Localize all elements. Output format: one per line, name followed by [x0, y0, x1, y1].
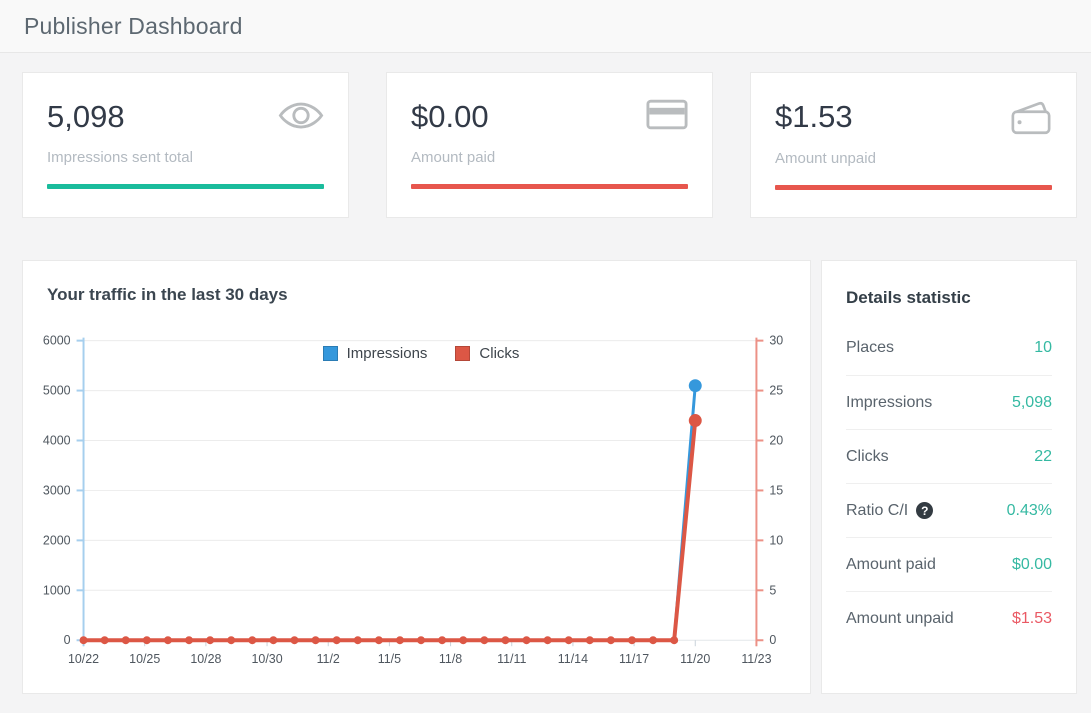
- legend-item-impressions[interactable]: Impressions: [322, 345, 428, 362]
- amount-unpaid-value: $1.53: [775, 99, 853, 134]
- amount-unpaid-row-value: $1.53: [1011, 609, 1052, 627]
- page-title: Publisher Dashboard: [24, 12, 243, 39]
- svg-text:15: 15: [769, 483, 783, 497]
- svg-text:1000: 1000: [43, 583, 71, 597]
- amount-paid-row-label: Amount paid: [846, 555, 936, 573]
- amount-unpaid-label: Amount unpaid: [775, 150, 876, 167]
- svg-text:10: 10: [769, 533, 783, 547]
- wallet-icon: [1010, 99, 1052, 136]
- svg-text:5000: 5000: [43, 384, 71, 398]
- credit-card-icon: [646, 99, 688, 130]
- amount-paid-label: Amount paid: [411, 149, 496, 166]
- svg-text:11/14: 11/14: [558, 652, 588, 666]
- svg-text:25: 25: [769, 384, 783, 398]
- detail-row-impressions: Impressions 5,098: [846, 375, 1052, 429]
- legend-item-clicks[interactable]: Clicks: [455, 345, 519, 362]
- svg-text:0: 0: [769, 633, 776, 647]
- impressions-accent-bar: [47, 184, 324, 189]
- impressions-row-label: Impressions: [846, 393, 933, 411]
- ratio-label-text: Ratio C/I: [846, 501, 909, 519]
- detail-row-places: Places 10: [846, 321, 1052, 375]
- svg-text:11/23: 11/23: [741, 652, 771, 666]
- impressions-row-value: 5,098: [1011, 393, 1052, 411]
- stat-cards-row: 5,098 Impressions sent total $0.00 Amoun…: [22, 72, 1077, 218]
- detail-row-amount-unpaid: Amount unpaid $1.53: [846, 591, 1052, 645]
- svg-text:20: 20: [769, 433, 783, 447]
- svg-text:4000: 4000: [43, 433, 71, 447]
- main-content-row: 10/22 10/25 10/28 10/30 11/2 11/5 11/8 11/11 11/…: [22, 260, 1077, 694]
- svg-text:10/30: 10/30: [251, 652, 282, 666]
- stat-card-amount-paid: $0.00 Amount paid: [386, 72, 713, 218]
- detail-row-clicks: Clicks 22: [846, 429, 1052, 483]
- detail-row-ratio: Ratio C/I ? 0.43%: [846, 483, 1052, 537]
- svg-text:10/22: 10/22: [68, 652, 99, 666]
- details-title: Details statistic: [846, 288, 971, 307]
- ratio-value: 0.43%: [1006, 501, 1052, 519]
- amount-unpaid-row-label: Amount unpaid: [846, 609, 954, 627]
- svg-text:11/2: 11/2: [317, 652, 340, 666]
- details-statistic-panel: Details statistic Places 10 Impressions …: [821, 260, 1077, 694]
- detail-row-amount-paid: Amount paid $0.00: [846, 537, 1052, 591]
- svg-text:11/17: 11/17: [619, 652, 649, 666]
- traffic-chart-card: 10/22 10/25 10/28 10/30 11/2 11/5 11/8 11/11 11/…: [22, 260, 811, 694]
- svg-text:5: 5: [769, 583, 776, 597]
- amount-paid-row-value: $0.00: [1011, 555, 1052, 573]
- impressions-swatch-icon: [322, 346, 338, 361]
- amount-paid-accent-bar: [411, 184, 688, 189]
- ratio-label: Ratio C/I ?: [846, 501, 934, 520]
- legend-impressions-label: Impressions: [346, 345, 428, 362]
- svg-text:11/5: 11/5: [378, 652, 401, 666]
- svg-text:11/11: 11/11: [497, 652, 526, 666]
- svg-text:10/28: 10/28: [190, 652, 221, 666]
- eye-icon: [278, 99, 324, 132]
- chart-legend: Impressions Clicks: [83, 345, 759, 362]
- traffic-line-chart: 10/22 10/25 10/28 10/30 11/2 11/5 11/8 11/11 11/…: [43, 334, 783, 667]
- clicks-swatch-icon: [455, 346, 471, 361]
- svg-text:0: 0: [64, 633, 71, 647]
- stat-card-amount-unpaid: $1.53 Amount unpaid: [750, 72, 1077, 218]
- top-header: Publisher Dashboard: [0, 0, 1091, 53]
- impressions-total-label: Impressions sent total: [47, 149, 193, 166]
- svg-text:3000: 3000: [43, 483, 71, 497]
- legend-clicks-label: Clicks: [479, 345, 520, 362]
- svg-text:6000: 6000: [43, 334, 71, 348]
- svg-text:11/8: 11/8: [439, 652, 462, 666]
- chart-title: Your traffic in the last 30 days: [47, 285, 288, 304]
- question-icon[interactable]: ?: [916, 502, 934, 519]
- amount-paid-value: $0.00: [411, 99, 489, 134]
- impressions-total-value: 5,098: [47, 99, 125, 134]
- svg-text:30: 30: [769, 334, 783, 348]
- places-value: 10: [1034, 339, 1052, 356]
- svg-text:11/20: 11/20: [680, 652, 710, 666]
- clicks-row-label: Clicks: [846, 447, 889, 465]
- clicks-row-value: 22: [1034, 447, 1052, 465]
- svg-text:10/25: 10/25: [129, 652, 160, 666]
- places-label: Places: [846, 339, 895, 356]
- amount-unpaid-accent-bar: [775, 185, 1052, 190]
- stat-card-impressions: 5,098 Impressions sent total: [22, 72, 349, 218]
- svg-text:2000: 2000: [43, 533, 71, 547]
